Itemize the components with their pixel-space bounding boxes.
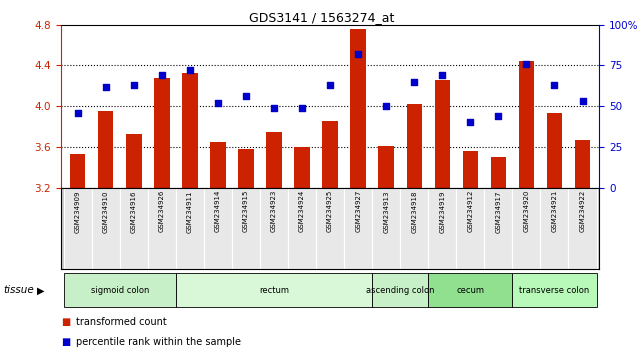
FancyBboxPatch shape — [232, 188, 260, 269]
FancyBboxPatch shape — [569, 188, 597, 269]
Text: GSM234922: GSM234922 — [579, 190, 585, 232]
Point — [129, 82, 139, 88]
Point — [185, 68, 195, 73]
Bar — [210, 142, 226, 188]
Text: sigmoid colon: sigmoid colon — [90, 286, 149, 295]
Text: GSM234910: GSM234910 — [103, 190, 109, 233]
FancyBboxPatch shape — [316, 188, 344, 269]
Point — [325, 82, 335, 88]
Text: GSM234909: GSM234909 — [75, 190, 81, 233]
Point — [101, 84, 111, 90]
Point — [465, 120, 476, 125]
Bar — [98, 111, 113, 188]
Point — [549, 82, 560, 88]
Point — [409, 79, 419, 85]
Text: ■: ■ — [61, 318, 70, 327]
Text: GSM234921: GSM234921 — [551, 190, 558, 233]
Bar — [70, 154, 85, 188]
Bar — [519, 61, 534, 188]
FancyBboxPatch shape — [176, 273, 372, 307]
FancyBboxPatch shape — [176, 188, 204, 269]
Text: percentile rank within the sample: percentile rank within the sample — [76, 337, 240, 347]
FancyBboxPatch shape — [120, 188, 148, 269]
Bar — [406, 104, 422, 188]
Point — [269, 105, 279, 111]
FancyBboxPatch shape — [288, 188, 316, 269]
Text: ■: ■ — [61, 337, 70, 347]
FancyBboxPatch shape — [372, 273, 428, 307]
Bar — [547, 113, 562, 188]
FancyBboxPatch shape — [63, 188, 92, 269]
Text: GSM234923: GSM234923 — [271, 190, 277, 233]
FancyBboxPatch shape — [428, 273, 512, 307]
Point — [381, 103, 391, 109]
Text: GSM234916: GSM234916 — [131, 190, 137, 233]
Text: GSM234911: GSM234911 — [187, 190, 193, 233]
FancyBboxPatch shape — [512, 188, 540, 269]
FancyBboxPatch shape — [512, 273, 597, 307]
Text: GSM234918: GSM234918 — [412, 190, 417, 233]
Text: GSM234912: GSM234912 — [467, 190, 473, 233]
Text: rectum: rectum — [259, 286, 289, 295]
Bar — [266, 132, 282, 188]
Bar — [126, 134, 142, 188]
FancyBboxPatch shape — [400, 188, 428, 269]
Text: GSM234915: GSM234915 — [243, 190, 249, 233]
Text: GSM234925: GSM234925 — [327, 190, 333, 232]
Bar — [490, 157, 506, 188]
Text: GSM234914: GSM234914 — [215, 190, 221, 233]
Bar — [435, 80, 450, 188]
FancyBboxPatch shape — [456, 188, 485, 269]
Text: GSM234926: GSM234926 — [159, 190, 165, 233]
Text: GSM234919: GSM234919 — [439, 190, 445, 233]
Bar — [238, 149, 254, 188]
Point — [297, 105, 307, 111]
Text: tissue: tissue — [3, 285, 34, 295]
Bar — [294, 147, 310, 188]
Text: transformed count: transformed count — [76, 318, 167, 327]
Point — [72, 110, 83, 115]
FancyBboxPatch shape — [260, 188, 288, 269]
Text: GDS3141 / 1563274_at: GDS3141 / 1563274_at — [249, 11, 395, 24]
FancyBboxPatch shape — [148, 188, 176, 269]
Text: GSM234917: GSM234917 — [495, 190, 501, 233]
Bar — [322, 121, 338, 188]
Text: GSM234924: GSM234924 — [299, 190, 305, 232]
Bar — [378, 146, 394, 188]
FancyBboxPatch shape — [428, 188, 456, 269]
Point — [241, 93, 251, 99]
Bar — [575, 140, 590, 188]
FancyBboxPatch shape — [63, 273, 176, 307]
Point — [494, 113, 504, 119]
Point — [437, 73, 447, 78]
FancyBboxPatch shape — [344, 188, 372, 269]
Bar — [463, 151, 478, 188]
Text: ascending colon: ascending colon — [366, 286, 435, 295]
Text: GSM234913: GSM234913 — [383, 190, 389, 233]
Text: ▶: ▶ — [37, 285, 45, 295]
FancyBboxPatch shape — [204, 188, 232, 269]
Text: cecum: cecum — [456, 286, 485, 295]
FancyBboxPatch shape — [92, 188, 120, 269]
Point — [353, 51, 363, 57]
FancyBboxPatch shape — [372, 188, 400, 269]
Text: GSM234920: GSM234920 — [524, 190, 529, 233]
Point — [213, 100, 223, 106]
Text: GSM234927: GSM234927 — [355, 190, 361, 233]
Bar — [182, 73, 197, 188]
Point — [157, 73, 167, 78]
FancyBboxPatch shape — [485, 188, 512, 269]
FancyBboxPatch shape — [540, 188, 569, 269]
Bar — [351, 29, 366, 188]
Bar — [154, 78, 170, 188]
Point — [578, 98, 588, 104]
Point — [521, 61, 531, 67]
Text: transverse colon: transverse colon — [519, 286, 590, 295]
